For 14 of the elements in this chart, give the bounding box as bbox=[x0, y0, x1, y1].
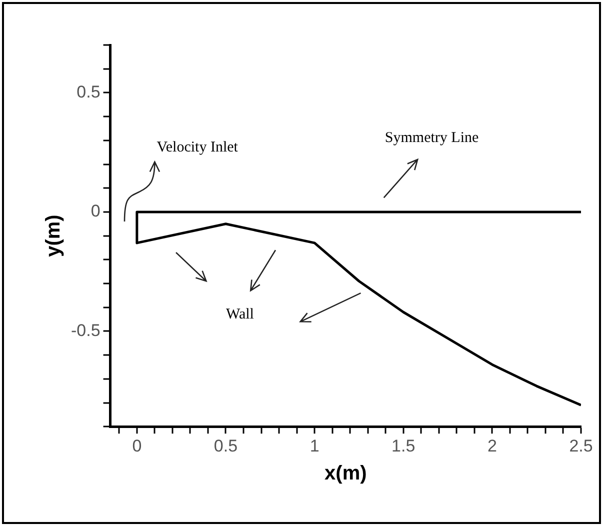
x-axis-title: x(m) bbox=[324, 462, 367, 485]
x-tick-label: 1.5 bbox=[392, 436, 416, 456]
y-tick-label: 0 bbox=[90, 202, 100, 221]
x-tick-label: 2 bbox=[487, 436, 497, 456]
y-tick-label: -0.5 bbox=[70, 320, 100, 340]
y-tick-label: 0.5 bbox=[76, 82, 100, 102]
x-tick-label: 0 bbox=[132, 436, 142, 456]
annotation: Wall bbox=[226, 306, 254, 322]
x-tick-label: 0.5 bbox=[214, 436, 238, 456]
y-axis-title: y(m) bbox=[42, 214, 65, 257]
x-tick-label: 2.5 bbox=[569, 436, 593, 456]
x-tick-label: 1 bbox=[310, 436, 320, 456]
annotation: Symmetry Line bbox=[384, 130, 479, 146]
annotation: Velocity Inlet bbox=[156, 139, 239, 156]
